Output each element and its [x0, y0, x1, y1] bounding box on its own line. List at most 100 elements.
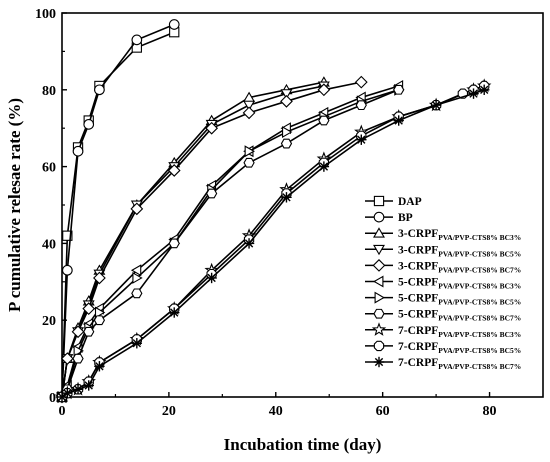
- y-tick-label: 80: [42, 84, 56, 99]
- series-11-point-stroke: [394, 116, 403, 125]
- series-11-point: [281, 192, 292, 203]
- series-8-point: [168, 238, 180, 249]
- legend-item: 5-CRPFPVA/PVP-CTS8% BC3%: [365, 275, 521, 291]
- series-11-point-stroke: [132, 339, 141, 348]
- series-2-point: [131, 34, 143, 46]
- y-tick-label: 40: [42, 237, 56, 252]
- legend: DAP BP 3-CRPFPVA/PVP-CTS8% BC3% 3-CRPFPVA/P…: [365, 195, 521, 371]
- series-11-point-stroke: [57, 392, 67, 402]
- y-axis-title: P cumulative relesae rate (%): [5, 98, 24, 312]
- y-tick-label: 0: [49, 391, 56, 406]
- axes: 0 20 40 60 80 0 20 40 60 80 100: [35, 7, 497, 419]
- series-11-point-stroke: [95, 362, 104, 371]
- legend-label: 5-CRPFPVA/PVP-CTS8% BC3%: [398, 277, 521, 291]
- series-11-point: [169, 307, 180, 318]
- series-5-point: [82, 302, 96, 316]
- series-11-point-stroke: [282, 193, 291, 202]
- legend-marker: [373, 195, 385, 207]
- legend-marker: [373, 340, 385, 352]
- series-8-point: [243, 157, 255, 168]
- series-8: [56, 84, 405, 402]
- x-tick-label: 0: [59, 404, 66, 419]
- series-8-point: [131, 288, 143, 299]
- series-11-point: [94, 361, 105, 372]
- legend-label-subscript: PVA/PVP-CTS8% BC3%: [438, 233, 521, 242]
- legend-label-subscript: PVA/PVP-CTS8% BC3%: [438, 330, 521, 339]
- series-2-point: [168, 19, 180, 30]
- legend-label-subscript: PVA/PVP-CTS8% BC3%: [438, 282, 521, 291]
- series-11-point-stroke: [84, 381, 93, 390]
- legend-marker-stroke: [374, 357, 384, 367]
- series-5-point: [280, 94, 293, 108]
- series-2: [56, 19, 180, 403]
- legend-label: 3-CRPFPVA/PVP-CTS8% BC5%: [398, 244, 521, 258]
- series-2-line: [61, 23, 175, 398]
- series-11-point: [131, 338, 143, 349]
- legend-label: BP: [398, 212, 413, 224]
- legend-marker: [373, 244, 385, 256]
- legend-label-subscript: PVA/PVP-CTS8% BC5%: [438, 346, 521, 355]
- series-11-line: [61, 89, 485, 398]
- series-11: [56, 84, 490, 403]
- legend-marker: [373, 308, 385, 319]
- series-8-line: [61, 89, 400, 398]
- series-11-point-stroke: [469, 89, 478, 98]
- series-6: [56, 79, 404, 403]
- series-8-point: [355, 100, 367, 111]
- series-11-point: [83, 380, 94, 391]
- series-5-point: [93, 271, 106, 285]
- series-10: [56, 80, 490, 403]
- series-7: [57, 83, 405, 403]
- legend-label: 7-CRPFPVA/PVP-CTS8% BC5%: [398, 341, 521, 355]
- series-6-line: [61, 85, 399, 398]
- series-5-point: [242, 106, 256, 120]
- legend-item: 7-CRPFPVA/PVP-CTS8% BC5%: [365, 340, 521, 355]
- series-5-point: [354, 75, 368, 89]
- series-11-point: [430, 99, 442, 111]
- series-11-point-stroke: [431, 100, 441, 110]
- legend-item: 3-CRPFPVA/PVP-CTS8% BC5%: [365, 244, 521, 258]
- legend-label-subscript: PVA/PVP-CTS8% BC7%: [438, 362, 521, 371]
- legend-label: 7-CRPFPVA/PVP-CTS8% BC7%: [398, 357, 521, 371]
- y-tick-label: 20: [42, 314, 56, 329]
- legend-item: 7-CRPFPVA/PVP-CTS8% BC7%: [365, 356, 521, 371]
- series-8-point: [83, 326, 95, 337]
- series-8-point: [72, 353, 84, 364]
- series-layer: [54, 19, 492, 404]
- series-11-point: [206, 272, 217, 284]
- series-11-point-stroke: [207, 273, 216, 283]
- legend-marker: [372, 259, 386, 272]
- series-11-point: [56, 391, 68, 403]
- legend-item: 7-CRPFPVA/PVP-CTS8% BC3%: [365, 322, 521, 339]
- series-11-point-stroke: [357, 135, 366, 144]
- legend-marker: [373, 227, 385, 238]
- series-7-point: [94, 306, 106, 319]
- series-8-point: [206, 188, 218, 199]
- series-11-point: [72, 384, 84, 395]
- legend-label: 5-CRPFPVA/PVP-CTS8% BC5%: [398, 293, 521, 307]
- series-5-point: [71, 325, 85, 339]
- series-5-point: [317, 83, 331, 97]
- legend-label-subscript: PVA/PVP-CTS8% BC5%: [438, 298, 521, 307]
- legend-marker: [371, 322, 387, 336]
- x-tick-label: 40: [269, 404, 283, 419]
- series-2-point: [61, 264, 73, 276]
- series-4-point: [243, 100, 256, 112]
- series-8-point: [280, 138, 293, 149]
- series-5-point: [167, 164, 181, 177]
- y-tick-label: 100: [35, 7, 56, 22]
- series-2-point: [72, 145, 84, 157]
- series-2-point: [94, 84, 105, 96]
- series-5-point: [130, 202, 144, 216]
- legend-item: 5-CRPFPVA/PVP-CTS8% BC5%: [365, 291, 521, 307]
- legend-label: 7-CRPFPVA/PVP-CTS8% BC3%: [398, 325, 521, 339]
- series-11-point: [468, 88, 479, 99]
- series-11-point-stroke: [480, 85, 489, 94]
- series-11-point: [243, 238, 255, 249]
- series-5-point: [205, 121, 219, 135]
- legend-marker: [374, 291, 385, 304]
- series-11-point-stroke: [170, 308, 179, 317]
- series-11-point: [62, 387, 73, 399]
- series-8-point: [393, 84, 405, 95]
